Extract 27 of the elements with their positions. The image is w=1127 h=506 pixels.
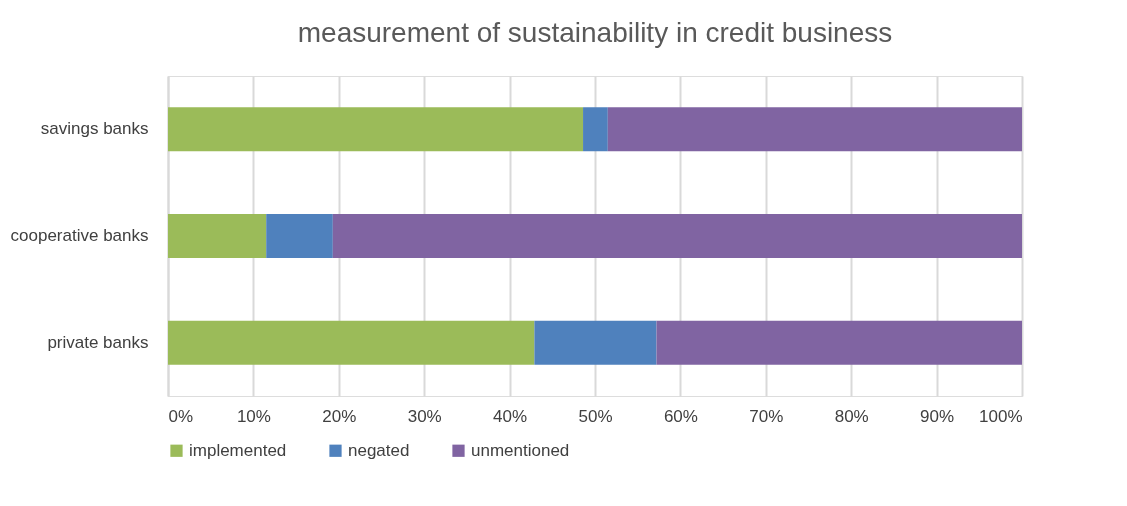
legend-label: implemented — [189, 440, 287, 460]
x-tick-label: 40% — [493, 406, 528, 426]
bar — [607, 107, 1022, 152]
bar — [168, 214, 267, 258]
x-tick-label: 70% — [749, 406, 784, 426]
legend-label: unmentioned — [471, 440, 570, 460]
x-tick-label: 60% — [663, 406, 698, 426]
bar — [656, 320, 1022, 365]
chart-title: measurement of sustainability in credit business — [297, 17, 893, 48]
x-tick-label: 0% — [168, 406, 194, 426]
bar — [332, 214, 1022, 258]
bar — [583, 107, 608, 152]
x-tick-label: 100% — [979, 406, 1023, 426]
x-tick-label: 30% — [407, 406, 442, 426]
bar — [168, 107, 584, 152]
y-tick-label: cooperative banks — [10, 226, 149, 245]
bar — [534, 320, 657, 365]
x-tick-label: 20% — [322, 406, 357, 426]
y-tick-label: savings banks — [40, 119, 149, 139]
bar — [168, 320, 535, 365]
y-tick-label: private banks — [47, 332, 149, 352]
x-tick-label: 50% — [578, 406, 613, 426]
legend-label: negated — [348, 440, 410, 460]
x-tick-label: 80% — [834, 406, 869, 426]
bar — [266, 214, 333, 258]
x-tick-label: 90% — [920, 406, 955, 426]
x-tick-label: 10% — [236, 406, 271, 426]
